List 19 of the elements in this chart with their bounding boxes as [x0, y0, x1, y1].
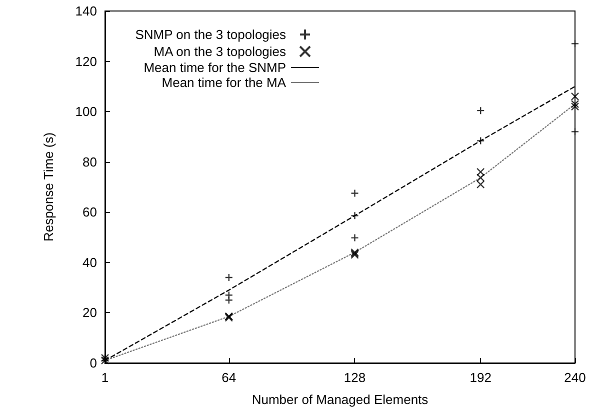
- y-tick-label: 20: [82, 305, 97, 320]
- legend-label: MA on the 3 topologies: [154, 44, 287, 59]
- y-axis-title: Response Time (s): [41, 132, 56, 242]
- y-tick-label: 0: [90, 356, 97, 370]
- x-tick-label: 128: [344, 370, 366, 385]
- x-tick-label: 192: [470, 370, 492, 385]
- y-tick-label: 60: [82, 204, 97, 220]
- y-tick-label: 140: [75, 4, 97, 18]
- x-tick-label: 64: [222, 370, 236, 385]
- x-axis-title: Number of Managed Elements: [252, 392, 429, 407]
- y-tick-label: 40: [82, 254, 97, 270]
- x-tick-label: 240: [564, 370, 586, 385]
- legend-label: Mean time for the MA: [162, 75, 286, 90]
- legend-label: SNMP on the 3 topologies: [135, 27, 287, 42]
- legend-label: Mean time for the SNMP: [144, 60, 286, 75]
- y-tick-label: 80: [82, 154, 97, 170]
- y-tick-label: 100: [75, 104, 97, 120]
- y-tick-label: 120: [75, 54, 97, 69]
- x-tick-label: 1: [101, 370, 109, 385]
